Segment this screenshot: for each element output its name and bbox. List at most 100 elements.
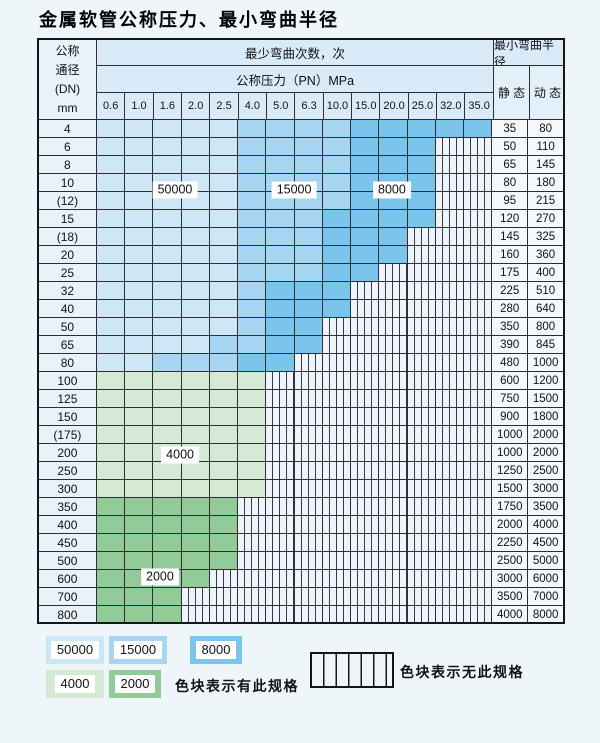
spec-cell-8000 (322, 282, 352, 300)
no-spec-cell (238, 606, 267, 622)
no-spec-cell (238, 588, 267, 606)
spec-cell-2000 (96, 606, 126, 622)
dn-label: 32 (39, 282, 97, 300)
spec-cell-15000 (238, 210, 267, 228)
spec-cell-15000 (266, 138, 295, 156)
spec-cell-4000 (238, 372, 267, 390)
no-spec-cell (464, 354, 493, 372)
no-spec-cell (464, 408, 493, 426)
spec-cell-50000 (209, 120, 239, 138)
no-spec-cell (294, 498, 323, 516)
spec-cell-50000 (181, 264, 210, 282)
table-row: 700 3500 7000 (39, 588, 563, 606)
spec-cell-15000 (294, 156, 323, 174)
table-row: 600 3000 6000 (39, 570, 563, 588)
spec-cell-50000 (125, 318, 154, 336)
spec-cell-8000 (351, 192, 380, 210)
spec-cell-4000 (153, 426, 182, 444)
no-spec-cell (351, 372, 380, 390)
no-spec-cell (435, 588, 465, 606)
pressure-col-header: 10.0 (323, 93, 353, 120)
spec-cell-50000 (125, 264, 154, 282)
static-radius-value: 750 (492, 390, 529, 408)
spec-cell-2000 (96, 516, 126, 534)
static-column-header: 静 态 (494, 66, 530, 120)
spec-cell-8000 (294, 282, 323, 300)
static-radius-value: 120 (492, 210, 529, 228)
table-row: 32 225 510 (39, 282, 563, 300)
no-spec-cell (379, 282, 408, 300)
spec-cell-50000 (153, 300, 182, 318)
dn-header-line: 公称 (55, 43, 80, 58)
no-spec-cell (294, 480, 323, 498)
spec-cell-15000 (238, 300, 267, 318)
spec-cell-50000 (96, 246, 126, 264)
spec-cell-4000 (209, 462, 239, 480)
no-spec-cell (464, 228, 493, 246)
spec-cell-15000 (294, 120, 323, 138)
no-spec-cell (379, 372, 408, 390)
spec-cell-15000 (294, 246, 323, 264)
spec-cell-50000 (209, 282, 239, 300)
table-row: 15 120 270 (39, 210, 563, 228)
no-spec-cell (238, 534, 267, 552)
spec-cell-8000 (351, 246, 380, 264)
pressure-col-header: 1.6 (153, 93, 183, 120)
no-spec-cell (379, 336, 408, 354)
spec-cell-50000 (96, 138, 126, 156)
spec-cell-50000 (153, 336, 182, 354)
static-radius-value: 3000 (492, 570, 529, 588)
spec-cell-50000 (96, 282, 126, 300)
no-spec-cell (351, 570, 380, 588)
dn-label: 100 (39, 372, 97, 390)
dn-label: 20 (39, 246, 97, 264)
spec-cell-50000 (96, 318, 126, 336)
no-spec-cell (266, 426, 295, 444)
no-spec-cell (322, 606, 352, 622)
no-spec-cell (294, 534, 323, 552)
no-spec-cell (407, 498, 436, 516)
spec-cell-50000 (96, 228, 126, 246)
spec-cell-8000 (379, 138, 408, 156)
pressure-col-header: 2.5 (210, 93, 239, 120)
spec-cell-50000 (125, 354, 154, 372)
static-radius-value: 900 (492, 408, 529, 426)
spec-cell-15000 (153, 354, 182, 372)
no-spec-cell (435, 516, 465, 534)
no-spec-cell (435, 408, 465, 426)
dynamic-column-header: 动 态 (530, 66, 563, 120)
spec-cell-2000 (209, 534, 239, 552)
spec-cell-8000 (379, 246, 408, 264)
legend-has-spec-text: 色块表示有此规格 (175, 678, 299, 694)
no-spec-cell (464, 534, 493, 552)
spec-cell-8000 (266, 282, 295, 300)
no-spec-cell (435, 156, 465, 174)
spec-cell-4000 (181, 390, 210, 408)
spec-cell-50000 (125, 156, 154, 174)
spec-cell-2000 (96, 552, 126, 570)
no-spec-cell (435, 606, 465, 622)
spec-cell-2000 (209, 498, 239, 516)
spec-cell-50000 (125, 120, 154, 138)
no-spec-cell (464, 516, 493, 534)
table-row: 150 900 1800 (39, 408, 563, 426)
spec-cell-4000 (96, 480, 126, 498)
legend-swatch-4000: 4000 (46, 670, 104, 698)
table-row: 100 600 1200 (39, 372, 563, 390)
no-spec-cell (464, 210, 493, 228)
table-row: 500 2500 5000 (39, 552, 563, 570)
no-spec-cell (407, 372, 436, 390)
static-radius-value: 1500 (492, 480, 529, 498)
spec-cell-8000 (266, 336, 295, 354)
dynamic-radius-value: 400 (528, 264, 563, 282)
spec-cell-50000 (96, 264, 126, 282)
spec-cell-4000 (125, 372, 154, 390)
spec-cell-8000 (266, 300, 295, 318)
spec-cell-8000 (435, 120, 465, 138)
no-spec-cell (407, 570, 436, 588)
spec-cell-8000 (379, 156, 408, 174)
no-spec-cell (407, 480, 436, 498)
dynamic-radius-value: 1800 (528, 408, 563, 426)
spec-cell-4000 (181, 372, 210, 390)
